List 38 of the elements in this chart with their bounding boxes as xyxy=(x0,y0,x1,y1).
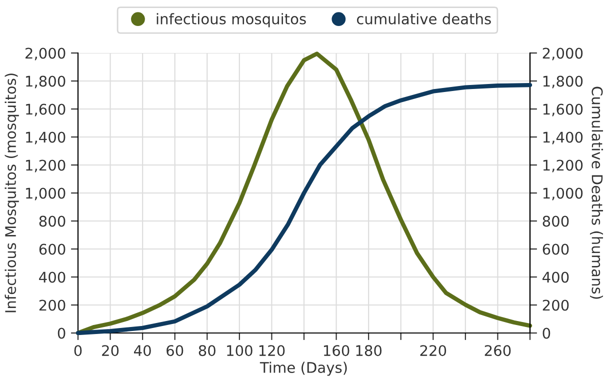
x-tick-label: 60 xyxy=(166,345,184,356)
y-tick-label: 1,400 xyxy=(26,132,66,144)
x-tick-label: 80 xyxy=(198,345,216,356)
legend-label: infectious mosquitos xyxy=(156,13,306,28)
y2-tick-label: 600 xyxy=(542,244,569,255)
y-axis-title: Infectious Mosquitos (mosquitos) xyxy=(4,74,19,312)
x-tick-label: 100 xyxy=(227,345,252,356)
y-tick-label: 1,800 xyxy=(26,76,66,88)
x-tick-label: 180 xyxy=(356,345,382,356)
y2-tick-label: 400 xyxy=(542,272,569,283)
y2-tick-label: 2,000 xyxy=(542,48,583,60)
y2-axis-title: Cumulative Deaths (humans) xyxy=(590,86,603,299)
x-tick-label: 160 xyxy=(324,345,350,356)
x-tick-label: 120 xyxy=(259,345,285,356)
x-tick-label: 0 xyxy=(74,345,82,356)
x-tick-label: 40 xyxy=(134,345,151,356)
y-tick-label: 600 xyxy=(39,244,66,255)
y-tick-label: 800 xyxy=(39,216,66,227)
y2-tick-label: 1,000 xyxy=(543,188,583,200)
y2-tick-label: 1,200 xyxy=(543,160,583,172)
x-tick-label: 260 xyxy=(484,345,511,356)
y2-tick-label: 800 xyxy=(542,216,569,227)
y2-tick-label: 1,400 xyxy=(543,132,583,144)
y-tick-label: 1,600 xyxy=(26,104,66,116)
y-tick-label: 1,000 xyxy=(26,188,66,200)
y2-tick-label: 1,600 xyxy=(543,104,583,116)
y-tick-label: 200 xyxy=(39,300,66,311)
y-tick-label: 2,000 xyxy=(26,48,66,60)
y2-tick-label: 0 xyxy=(542,328,550,339)
x-tick-label: 20 xyxy=(102,345,119,356)
y-tick-label: 0 xyxy=(58,328,66,339)
x-axis-title: Time (Days) xyxy=(260,362,347,376)
y-tick-label: 400 xyxy=(39,272,66,283)
y2-tick-label: 1,800 xyxy=(543,76,583,88)
x-tick-label: 220 xyxy=(420,345,446,356)
y2-tick-label: 200 xyxy=(542,300,569,311)
legend-label: cumulative deaths xyxy=(356,13,491,24)
y-tick-label: 1,200 xyxy=(26,160,66,172)
